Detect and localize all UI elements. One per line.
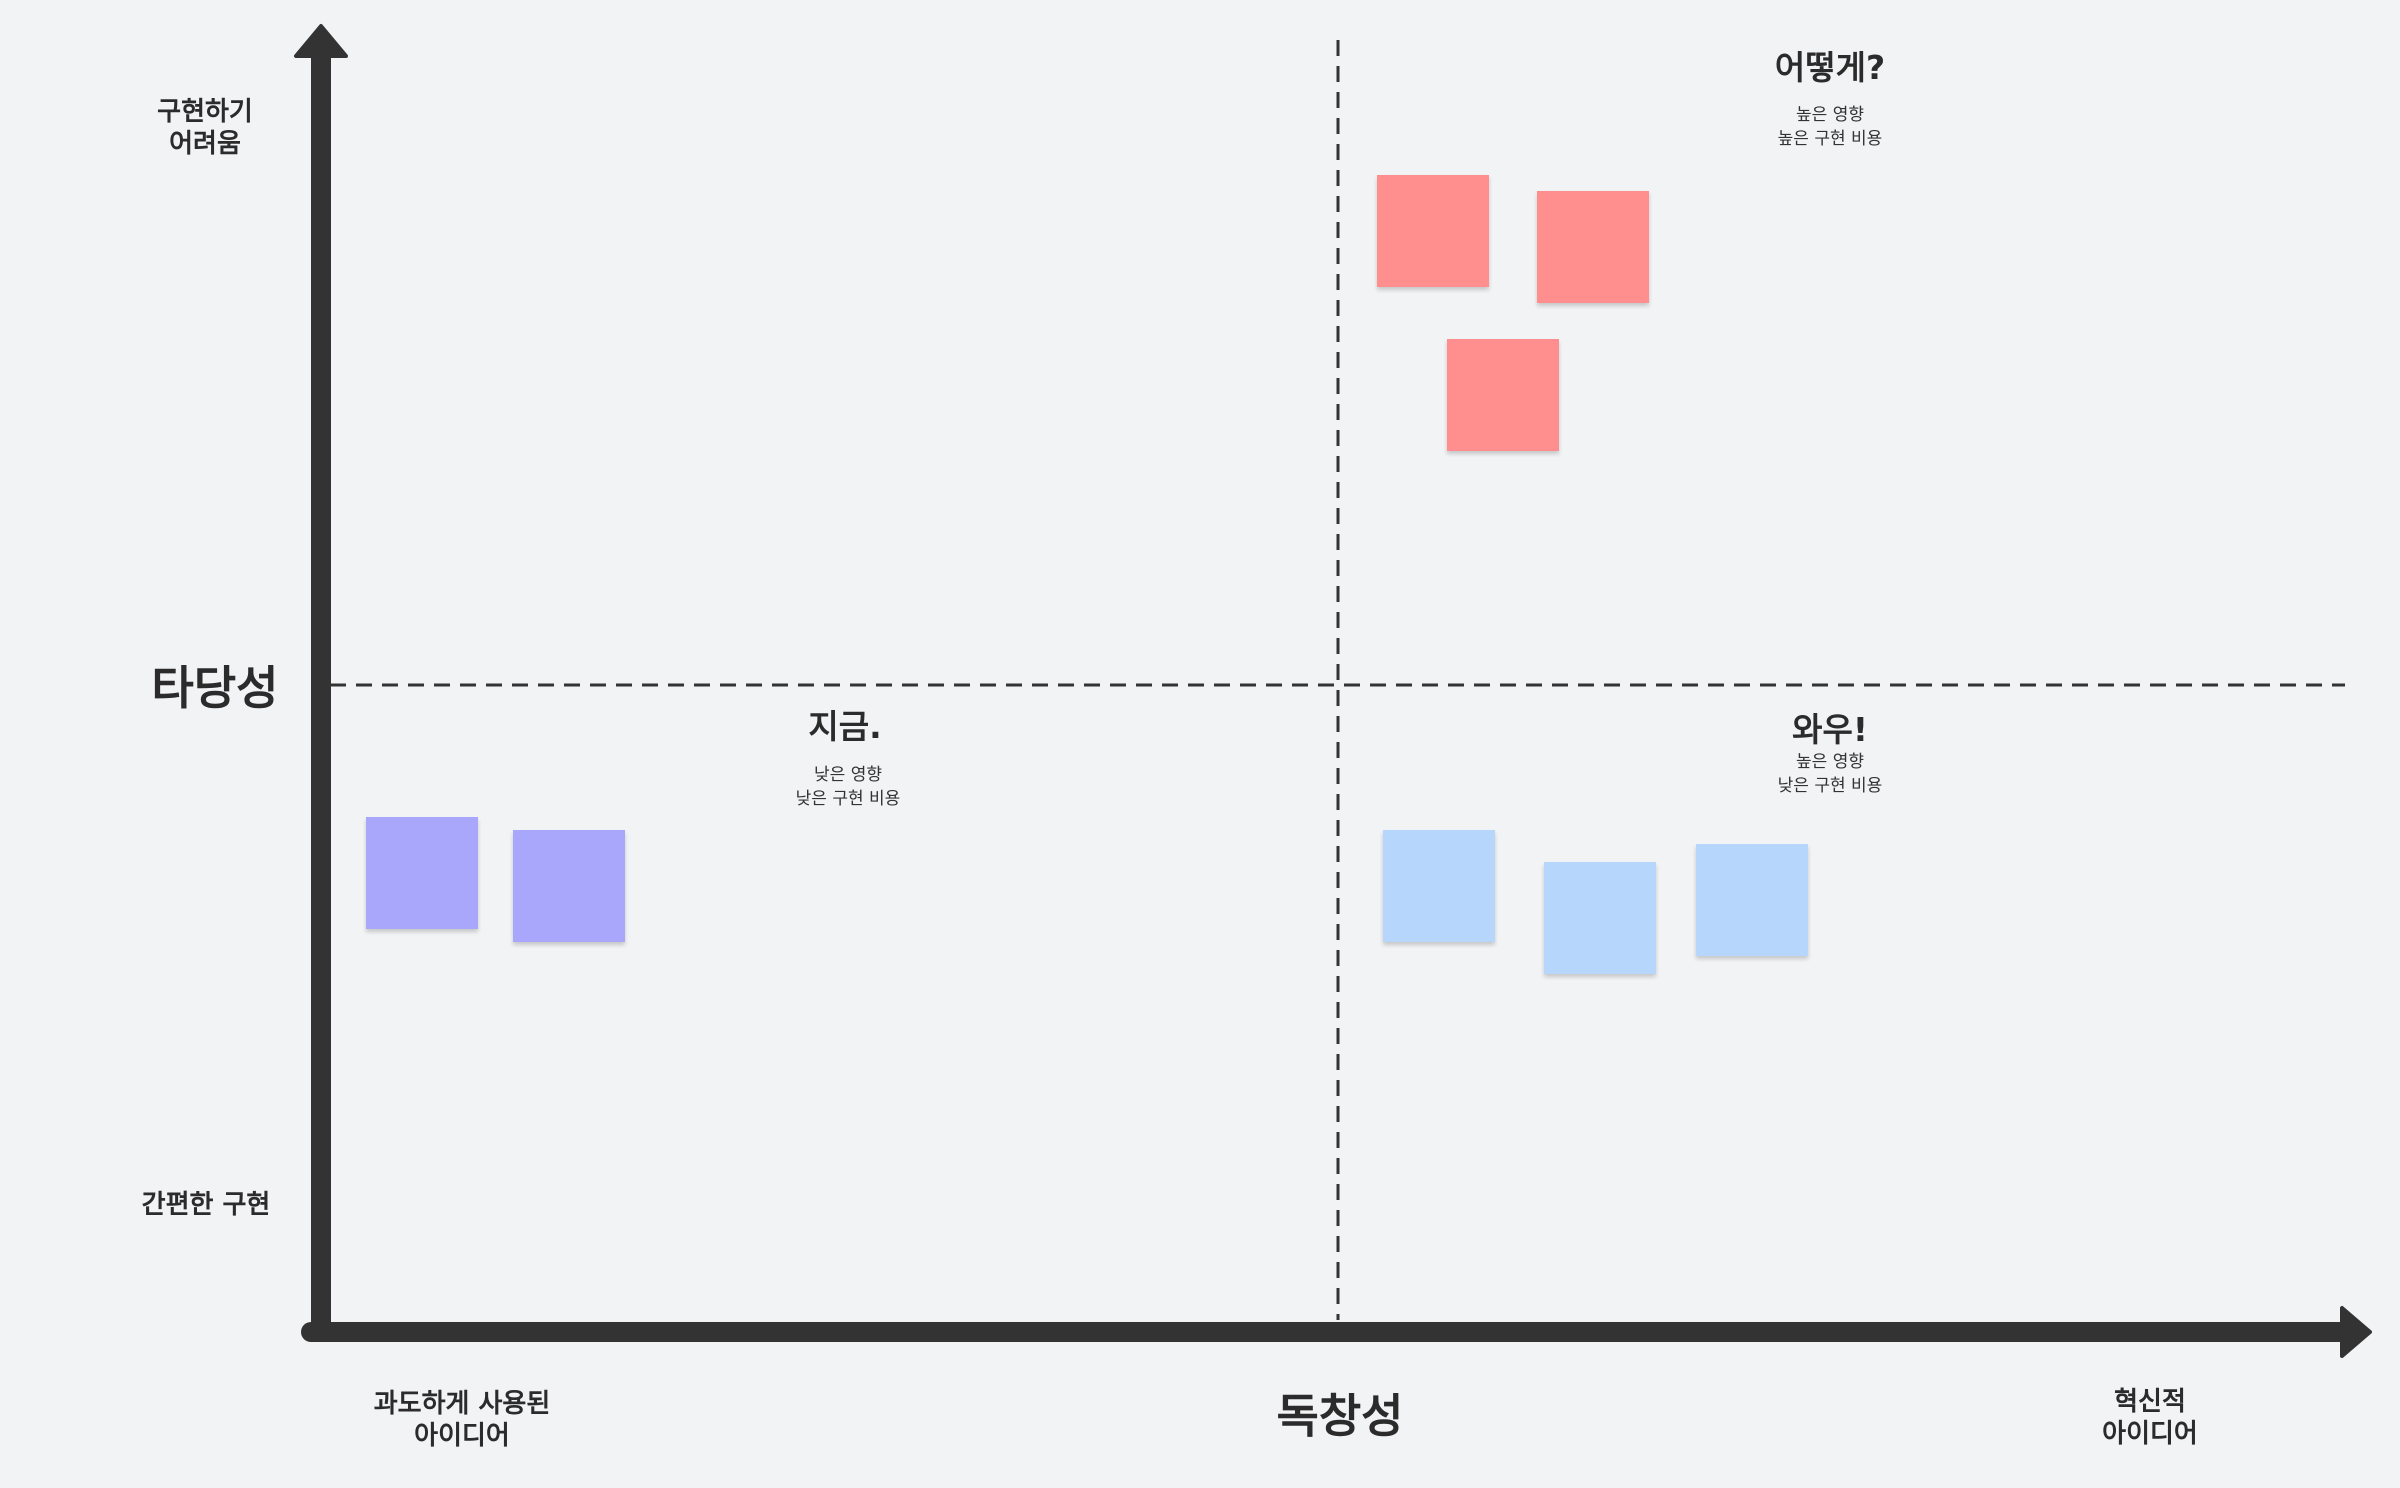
y-axis-top-label: 구현하기 어려움 [157, 97, 253, 159]
quadrant-title-how: 어떻게? [1774, 48, 1886, 87]
x-axis-left-label: 과도하게 사용된 아이디어 [373, 1389, 551, 1451]
quadrant-subtitle-now: 낮은 영향 낮은 구현 비용 [795, 765, 901, 809]
quadrant-title-now: 지금. [808, 707, 882, 746]
sticky-note[interactable] [1537, 191, 1649, 303]
quadrant-subtitle-wow: 높은 영향 낮은 구현 비용 [1777, 752, 1883, 796]
sticky-note[interactable] [366, 817, 478, 929]
sticky-note[interactable] [513, 830, 625, 942]
y-axis-bottom-label: 간편한 구현 [141, 1190, 271, 1220]
x-axis-arrowhead [2340, 1306, 2372, 1358]
quadrant-title-wow: 와우! [1792, 710, 1868, 749]
y-axis-title: 타당성 [151, 661, 279, 715]
sticky-note[interactable] [1696, 844, 1808, 956]
sticky-note[interactable] [1544, 862, 1656, 974]
sticky-note[interactable] [1447, 339, 1559, 451]
sticky-note[interactable] [1377, 175, 1489, 287]
x-axis-right-label: 혁신적 아이디어 [2102, 1387, 2198, 1449]
y-axis-arrowhead [294, 24, 348, 58]
quadrant-subtitle-how: 높은 영향 높은 구현 비용 [1777, 105, 1883, 149]
x-axis-title: 독창성 [1276, 1389, 1404, 1443]
sticky-note[interactable] [1383, 830, 1495, 942]
